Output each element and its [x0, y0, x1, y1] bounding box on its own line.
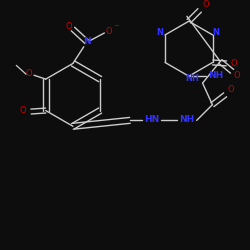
Text: NH: NH — [185, 74, 199, 83]
Text: N: N — [212, 28, 219, 38]
Text: O: O — [20, 106, 26, 115]
Text: NH: NH — [179, 115, 194, 124]
Text: O: O — [66, 22, 72, 30]
Text: O: O — [231, 59, 237, 68]
Text: N: N — [83, 37, 90, 46]
Text: O: O — [106, 28, 112, 36]
Text: N: N — [156, 28, 164, 38]
Text: HN: HN — [144, 115, 159, 124]
Text: O: O — [26, 69, 32, 78]
Text: NH: NH — [208, 71, 223, 80]
Text: O: O — [228, 86, 234, 94]
Text: O: O — [202, 0, 209, 9]
Text: −: − — [113, 23, 119, 29]
Text: O: O — [234, 71, 240, 80]
